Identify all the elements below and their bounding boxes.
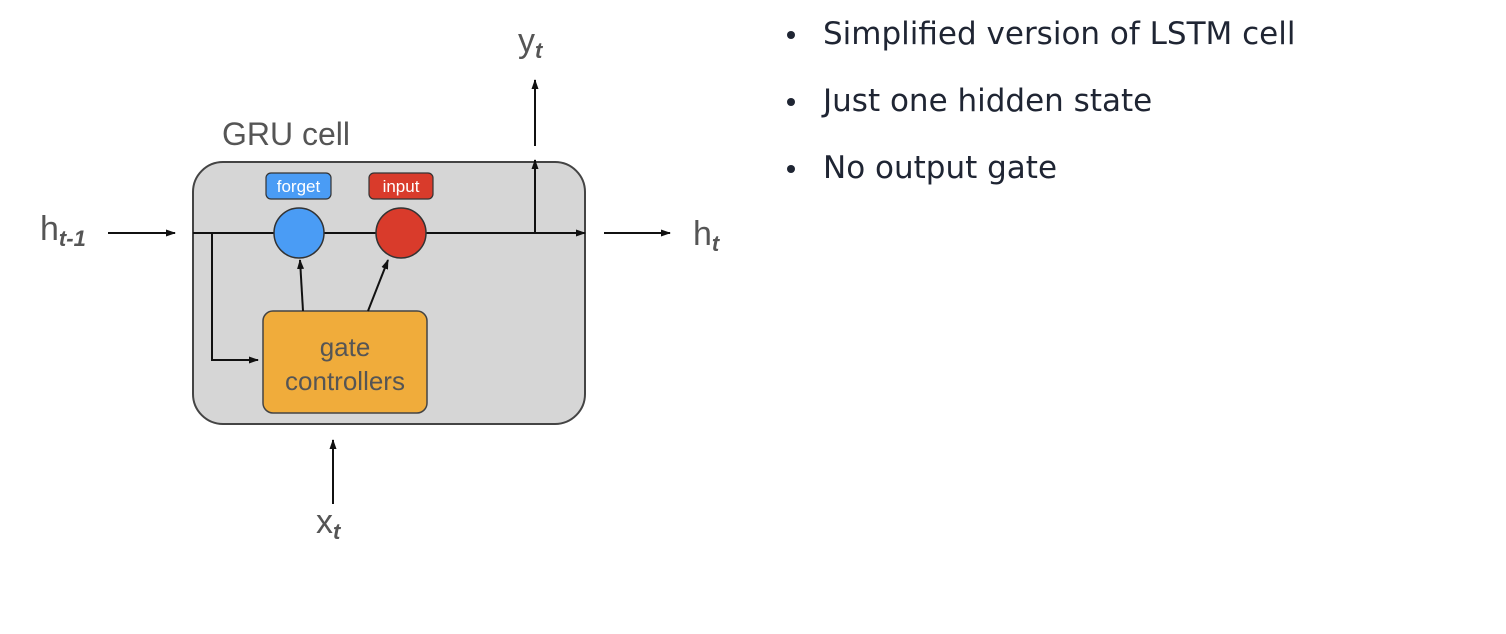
bullet-text: No output gate	[823, 150, 1058, 186]
h-prev-label: ht-1	[40, 210, 86, 251]
input-label: input	[383, 177, 420, 196]
h-t-label: ht	[693, 215, 721, 256]
bullet-item: No output gate	[785, 148, 1295, 215]
bullet-text: Just one hidden state	[823, 83, 1153, 119]
controller-to-forget-arrow	[297, 259, 305, 312]
gate-controllers-line1: gate	[320, 332, 371, 362]
bullet-dot-icon	[787, 165, 795, 173]
controller-to-input-arrow	[367, 259, 389, 312]
branch-to-controllers	[211, 233, 259, 364]
gate-controllers-line2: controllers	[285, 366, 405, 396]
cell-title: GRU cell	[222, 116, 350, 152]
bullet-dot-icon	[787, 31, 795, 39]
forget-label: forget	[277, 177, 321, 196]
forget-gate	[273, 207, 325, 259]
bullet-text: Simplified version of LSTM cell	[823, 16, 1296, 52]
forget-label-badge	[265, 172, 332, 200]
bullet-list: Simplified version of LSTM cell Just one…	[785, 14, 1295, 215]
y-t-label: yt	[518, 22, 544, 63]
input-label-badge	[368, 172, 434, 200]
gate-controllers-box	[262, 310, 428, 414]
gru-cell-diagram: GRU cell gate controllers forget input h…	[40, 22, 721, 544]
bullet-item: Simplified version of LSTM cell	[785, 14, 1295, 81]
bullet-item: Just one hidden state	[785, 81, 1295, 148]
input-gate	[375, 207, 427, 259]
x-t-label: xt	[316, 503, 342, 544]
bullet-dot-icon	[787, 98, 795, 106]
